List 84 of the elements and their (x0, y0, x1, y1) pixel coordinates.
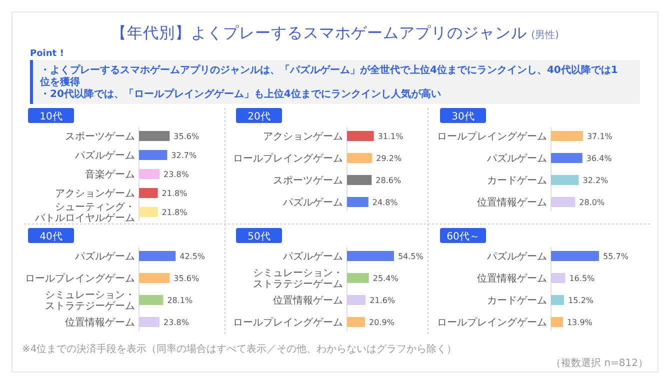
y-tick-label: スポーツゲーム (273, 176, 343, 186)
data-label: 28.6% (376, 176, 402, 185)
y-tick-label: 位置情報ゲーム (477, 196, 547, 208)
y-tick-label: 位置情報ゲーム (477, 272, 547, 284)
bar (551, 175, 579, 185)
y-tick-label: パズルゲーム (486, 250, 547, 262)
data-label: 16.5% (569, 274, 596, 283)
text: 10代 (40, 112, 62, 122)
y-tick-label: ロールプレイングゲーム (437, 130, 547, 142)
bar (551, 251, 599, 261)
data-label: 21.6% (370, 296, 396, 305)
y-tick-label: パズルゲーム (74, 250, 135, 262)
data-label: 25.4% (372, 274, 399, 283)
bar (551, 273, 566, 283)
bar (139, 273, 170, 283)
data-label: 29.2% (376, 154, 402, 163)
text: ※4位までの決済手段を表示（同率の場合はすべて表示／その他、わからないはグラフから除く） (22, 343, 457, 355)
data-label: 28.0% (579, 198, 605, 207)
text: 60代～ (446, 232, 480, 242)
bar (139, 169, 160, 179)
data-label: 15.2% (568, 296, 594, 305)
data-label: 31.1% (378, 132, 404, 141)
data-label: 35.6% (174, 274, 200, 283)
y-tick-label: パズルゲーム (74, 150, 135, 162)
data-label: 55.7% (603, 252, 629, 261)
data-label: 20.9% (369, 318, 395, 327)
data-label: 23.8% (164, 318, 190, 327)
text: 30代 (452, 112, 474, 122)
bar (347, 273, 369, 283)
text: （複数選択 n=812） (551, 357, 648, 369)
y-tick-label: パズルゲーム (282, 196, 343, 208)
text: ・よくプレーするスマホゲームアプリのジャンルは、「パズルゲーム」が全世代で上位4位までにランクインし、40代以降では1位を獲得 (39, 64, 618, 88)
y-tick-label: パズルゲーム (282, 250, 343, 262)
y-tick-label: パズルゲーム (486, 152, 547, 164)
bar (139, 207, 158, 217)
text: ・20代以降では、「ロールプレイングゲーム」も上位4位までにランクインし人気が高い (40, 88, 441, 100)
text: Point ! (30, 49, 64, 59)
bar (551, 153, 582, 163)
data-label: 35.6% (174, 132, 200, 141)
data-label: 54.5% (398, 252, 424, 261)
y-tick-label: スポーツゲーム (65, 132, 135, 142)
data-label: 28.1% (167, 296, 194, 305)
y-tick-label: ロールプレイングゲーム (25, 272, 135, 284)
text: 20代 (248, 112, 270, 122)
y-tick-label: アクションゲーム (263, 132, 343, 142)
data-label: 21.8% (162, 208, 188, 217)
text: 50代 (248, 232, 270, 242)
bar (139, 317, 160, 327)
y-tick-label: ロールプレイングゲーム (233, 152, 343, 164)
text: 【年代別】よくプレーするスマホゲームアプリのジャンル (111, 24, 528, 42)
bar (139, 150, 168, 160)
bar (551, 131, 583, 141)
bar (347, 317, 366, 327)
data-label: 13.9% (566, 318, 593, 327)
y-tick-label: カードゲーム (487, 176, 547, 186)
bar (139, 251, 176, 261)
data-label: 32.7% (171, 151, 197, 160)
bar (139, 188, 158, 198)
bar (551, 317, 563, 327)
bar (139, 131, 170, 141)
y-tick-label: カードゲーム (487, 296, 547, 306)
y-tick-label: 位置情報ゲーム (65, 316, 135, 328)
y-tick-label: シューティング・バトルロイヤルゲーム (34, 202, 135, 224)
y-tick-label: ロールプレイングゲーム (437, 316, 547, 328)
data-label: 37.1% (586, 132, 613, 141)
data-label: 32.2% (582, 176, 609, 185)
y-tick-label: シミュレーション・ストラテジーゲーム (45, 290, 135, 312)
bar (551, 197, 576, 207)
bar (347, 295, 366, 305)
data-label: 36.4% (586, 154, 612, 163)
text: 40代 (40, 232, 62, 242)
data-label: 21.8% (162, 189, 188, 198)
y-tick-label: シミュレーション・ストラテジーゲーム (253, 268, 343, 290)
data-label: 23.8% (164, 170, 190, 179)
y-tick-label: 位置情報ゲーム (273, 294, 343, 306)
y-tick-label: アクションゲーム (55, 188, 135, 200)
data-label: 42.5% (180, 252, 206, 261)
y-tick-label: ロールプレイングゲーム (233, 316, 343, 328)
data-label: 24.8% (372, 198, 398, 207)
bar (347, 251, 394, 261)
text: (男性) (531, 29, 559, 41)
bar (551, 295, 564, 305)
bar (139, 295, 164, 305)
y-tick-label: 音楽ゲーム (85, 168, 135, 180)
